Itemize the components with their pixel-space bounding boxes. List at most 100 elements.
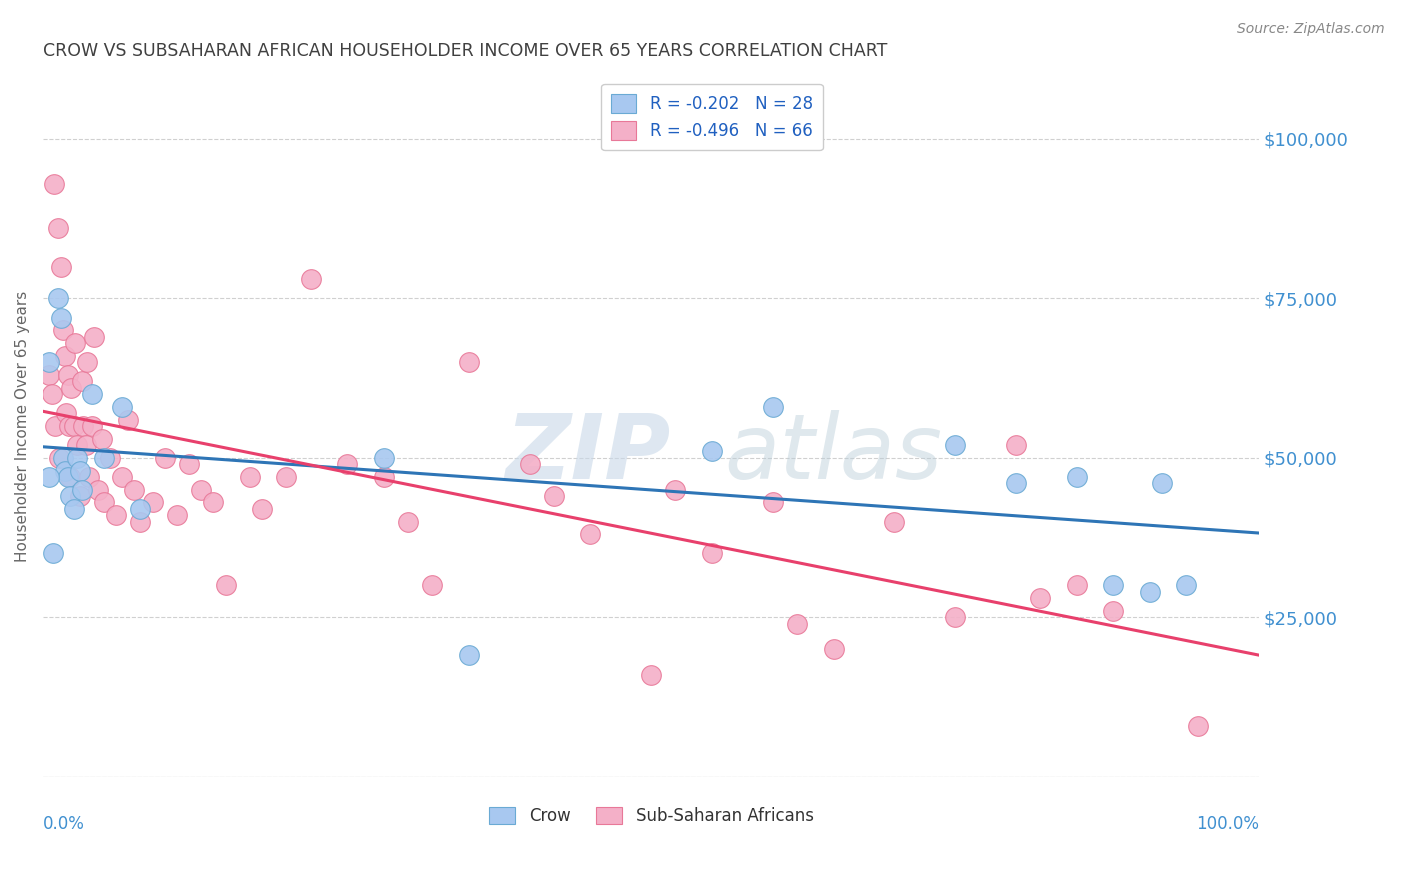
Point <box>700 546 723 560</box>
Text: ZIP: ZIP <box>505 410 671 498</box>
Point <box>1150 476 1173 491</box>
Point <box>52 450 75 465</box>
Point <box>1139 584 1161 599</box>
Point <box>177 457 200 471</box>
Point <box>56 368 79 382</box>
Point <box>41 387 63 401</box>
Point <box>38 470 60 484</box>
Point <box>70 374 93 388</box>
Text: Source: ZipAtlas.com: Source: ZipAtlas.com <box>1237 22 1385 37</box>
Point <box>1029 591 1052 605</box>
Point <box>250 501 273 516</box>
Point <box>519 457 541 471</box>
Point <box>56 470 79 484</box>
Point <box>786 616 808 631</box>
Text: atlas: atlas <box>724 410 942 498</box>
Point <box>38 355 60 369</box>
Point <box>943 438 966 452</box>
Point <box>1066 470 1088 484</box>
Point <box>111 400 134 414</box>
Point <box>55 406 77 420</box>
Point <box>42 546 65 560</box>
Text: CROW VS SUBSAHARAN AFRICAN HOUSEHOLDER INCOME OVER 65 YEARS CORRELATION CHART: CROW VS SUBSAHARAN AFRICAN HOUSEHOLDER I… <box>44 42 887 60</box>
Point <box>76 355 98 369</box>
Point <box>883 515 905 529</box>
Point <box>579 527 602 541</box>
Point <box>105 508 128 523</box>
Point <box>87 483 110 497</box>
Point <box>62 501 84 516</box>
Point <box>69 464 91 478</box>
Point <box>153 450 176 465</box>
Point <box>1102 578 1125 592</box>
Y-axis label: Householder Income Over 65 years: Householder Income Over 65 years <box>15 290 30 562</box>
Point <box>69 489 91 503</box>
Point <box>202 495 225 509</box>
Point <box>1005 438 1028 452</box>
Point <box>1175 578 1198 592</box>
Point <box>53 349 76 363</box>
Point <box>66 450 89 465</box>
Point <box>1102 604 1125 618</box>
Point <box>457 355 479 369</box>
Point <box>60 381 83 395</box>
Point <box>664 483 686 497</box>
Point <box>1066 578 1088 592</box>
Point <box>90 432 112 446</box>
Point <box>38 368 60 382</box>
Point <box>762 495 785 509</box>
Point <box>1187 718 1209 732</box>
Point <box>44 177 66 191</box>
Text: 0.0%: 0.0% <box>44 815 86 833</box>
Point <box>129 501 152 516</box>
Text: 100.0%: 100.0% <box>1197 815 1260 833</box>
Legend: Crow, Sub-Saharan Africans: Crow, Sub-Saharan Africans <box>482 800 820 831</box>
Point <box>93 495 115 509</box>
Point <box>66 438 89 452</box>
Point <box>276 470 298 484</box>
Point <box>823 642 845 657</box>
Point <box>700 444 723 458</box>
Point <box>1005 476 1028 491</box>
Point <box>72 418 94 433</box>
Point <box>129 515 152 529</box>
Point <box>58 418 80 433</box>
Point <box>70 483 93 497</box>
Point <box>117 412 139 426</box>
Point <box>299 272 322 286</box>
Point <box>80 387 103 401</box>
Point <box>420 578 443 592</box>
Point <box>59 470 82 484</box>
Point <box>52 323 75 337</box>
Point <box>943 610 966 624</box>
Point <box>111 470 134 484</box>
Point <box>640 667 662 681</box>
Point <box>373 470 395 484</box>
Point <box>59 489 82 503</box>
Point <box>83 329 105 343</box>
Point <box>48 450 70 465</box>
Point <box>239 470 262 484</box>
Point <box>44 418 66 433</box>
Point <box>124 483 146 497</box>
Point <box>79 470 101 484</box>
Point <box>142 495 165 509</box>
Point <box>63 336 86 351</box>
Point <box>166 508 188 523</box>
Point <box>75 438 97 452</box>
Point <box>396 515 419 529</box>
Point <box>373 450 395 465</box>
Point <box>46 221 69 235</box>
Point <box>762 400 785 414</box>
Point <box>80 418 103 433</box>
Point <box>457 648 479 663</box>
Point <box>93 450 115 465</box>
Point <box>62 418 84 433</box>
Point <box>543 489 565 503</box>
Point <box>336 457 359 471</box>
Point <box>46 292 69 306</box>
Point <box>51 310 73 325</box>
Point <box>51 260 73 274</box>
Point <box>98 450 121 465</box>
Point <box>53 464 76 478</box>
